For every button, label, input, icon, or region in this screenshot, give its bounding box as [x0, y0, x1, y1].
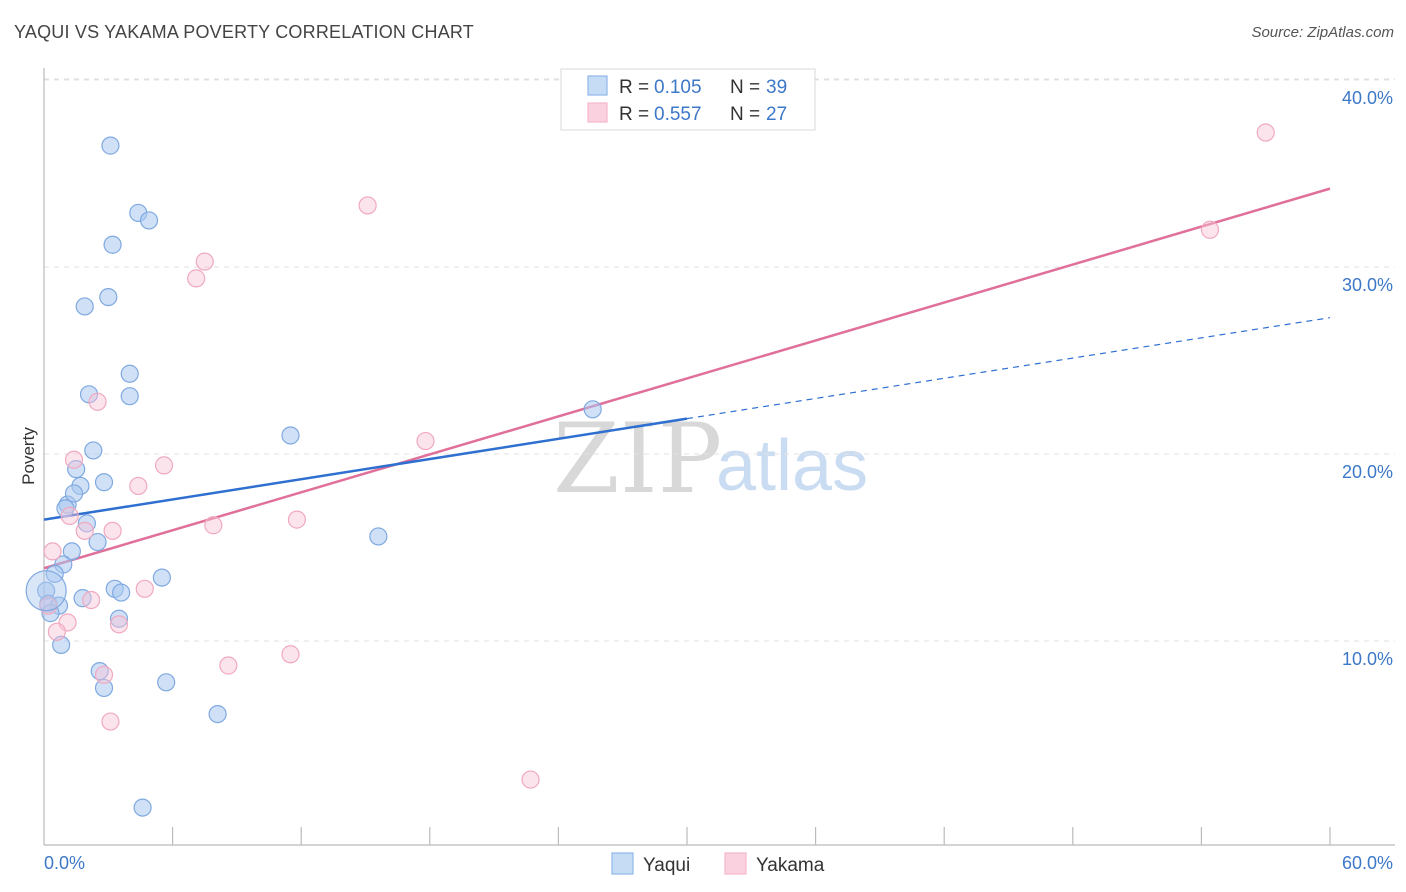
trend-lines — [43, 187, 1331, 570]
point-yaqui — [583, 400, 602, 419]
point-yaqui-cluster — [25, 570, 67, 612]
point-yakama — [416, 431, 435, 451]
point-yakama — [101, 712, 120, 731]
trend-line-yaqui-extension — [686, 317, 1331, 420]
point-yakama — [187, 269, 206, 288]
trend-line-yaqui — [43, 417, 688, 521]
legend-swatch-yaqui — [587, 75, 608, 96]
legend-n-label-yakama: N = — [730, 104, 760, 125]
y-tick-labels: 10.0% 20.0% 30.0% 40.0% — [1342, 88, 1393, 669]
point-yakama — [88, 392, 107, 411]
point-yakama — [135, 579, 154, 598]
point-yaqui — [62, 542, 81, 561]
point-yakama — [281, 645, 300, 664]
point-yakama — [154, 456, 174, 475]
point-yakama — [64, 450, 84, 469]
point-yakama — [94, 665, 114, 684]
legend-n-value-yaqui: 39 — [766, 77, 787, 98]
point-yakama — [195, 252, 214, 271]
point-yakama — [129, 476, 148, 496]
point-yaqui — [152, 568, 171, 587]
point-yakama — [287, 510, 307, 529]
point-yaqui — [77, 514, 96, 533]
source-credit: Source: ZipAtlas.com — [1251, 24, 1394, 41]
point-yaqui — [139, 211, 159, 230]
legend-n-label-yaqui: N = — [730, 77, 760, 98]
chart-title: YAQUI VS YAKAMA POVERTY CORRELATION CHAR… — [14, 22, 474, 42]
point-yaqui — [133, 798, 152, 817]
point-yakama — [43, 542, 62, 561]
point-yakama — [1256, 123, 1275, 142]
series-swatch-yaqui — [611, 852, 634, 875]
point-yaqui — [208, 704, 227, 724]
point-yakama — [521, 770, 540, 789]
point-yakama — [47, 622, 66, 641]
y-tick-label: 20.0% — [1342, 462, 1393, 482]
point-yaqui — [109, 609, 129, 628]
y-tick-label: 40.0% — [1342, 88, 1393, 108]
x-tick-label-max: 60.0% — [1342, 853, 1393, 873]
series-legend: Yaqui Yakama — [611, 852, 825, 876]
point-yakama — [204, 516, 223, 535]
legend-r-label-yakama: R = — [619, 104, 649, 125]
point-yaqui — [84, 441, 103, 460]
point-yaqui — [88, 532, 107, 552]
trend-line-yakama — [43, 187, 1331, 570]
point-yakama — [60, 506, 79, 525]
series-swatch-yakama — [724, 852, 747, 875]
x-tick-label-min: 0.0% — [44, 853, 85, 873]
point-yaqui — [120, 387, 139, 406]
point-yakama — [103, 521, 122, 540]
point-yaqui — [45, 564, 64, 583]
y-tick-label: 30.0% — [1342, 275, 1393, 295]
point-yaqui — [369, 527, 388, 546]
watermark-zip: ZIP — [553, 403, 722, 515]
legend-r-label-yaqui: R = — [619, 77, 649, 98]
point-yaqui — [75, 297, 94, 316]
gridlines — [44, 78, 1395, 642]
point-yaqui — [281, 426, 300, 445]
point-yakama — [358, 196, 377, 215]
stats-legend: R = 0.105 N = 39 R = 0.557 N = 27 — [560, 68, 816, 131]
point-yaqui — [94, 473, 114, 492]
point-yaqui — [103, 235, 122, 254]
point-yaqui — [64, 484, 84, 503]
watermark-atlas: atlas — [716, 426, 868, 506]
point-yaqui — [120, 364, 139, 383]
legend-r-value-yaqui: 0.105 — [654, 77, 702, 98]
axes — [43, 68, 1395, 846]
series-label-yakama: Yakama — [756, 855, 825, 876]
point-yaqui — [157, 673, 176, 692]
point-yaqui — [94, 678, 114, 698]
legend-swatch-yakama — [587, 102, 608, 123]
point-yaqui — [112, 583, 131, 602]
point-yaqui — [101, 136, 120, 155]
point-yakama — [219, 656, 238, 675]
y-tick-label: 10.0% — [1342, 649, 1393, 669]
point-yakama — [82, 590, 101, 610]
point-yakama — [75, 521, 94, 540]
y-axis-label: Poverty — [19, 427, 38, 485]
data-points — [25, 123, 1275, 817]
point-yakama — [109, 615, 129, 634]
legend-r-value-yakama: 0.557 — [654, 104, 702, 125]
legend-n-value-yakama: 27 — [766, 104, 787, 125]
point-yaqui — [99, 287, 118, 307]
x-tick-labels: 0.0% 60.0% — [44, 853, 1393, 873]
series-label-yaqui: Yaqui — [643, 855, 690, 876]
point-yakama — [1200, 220, 1220, 239]
